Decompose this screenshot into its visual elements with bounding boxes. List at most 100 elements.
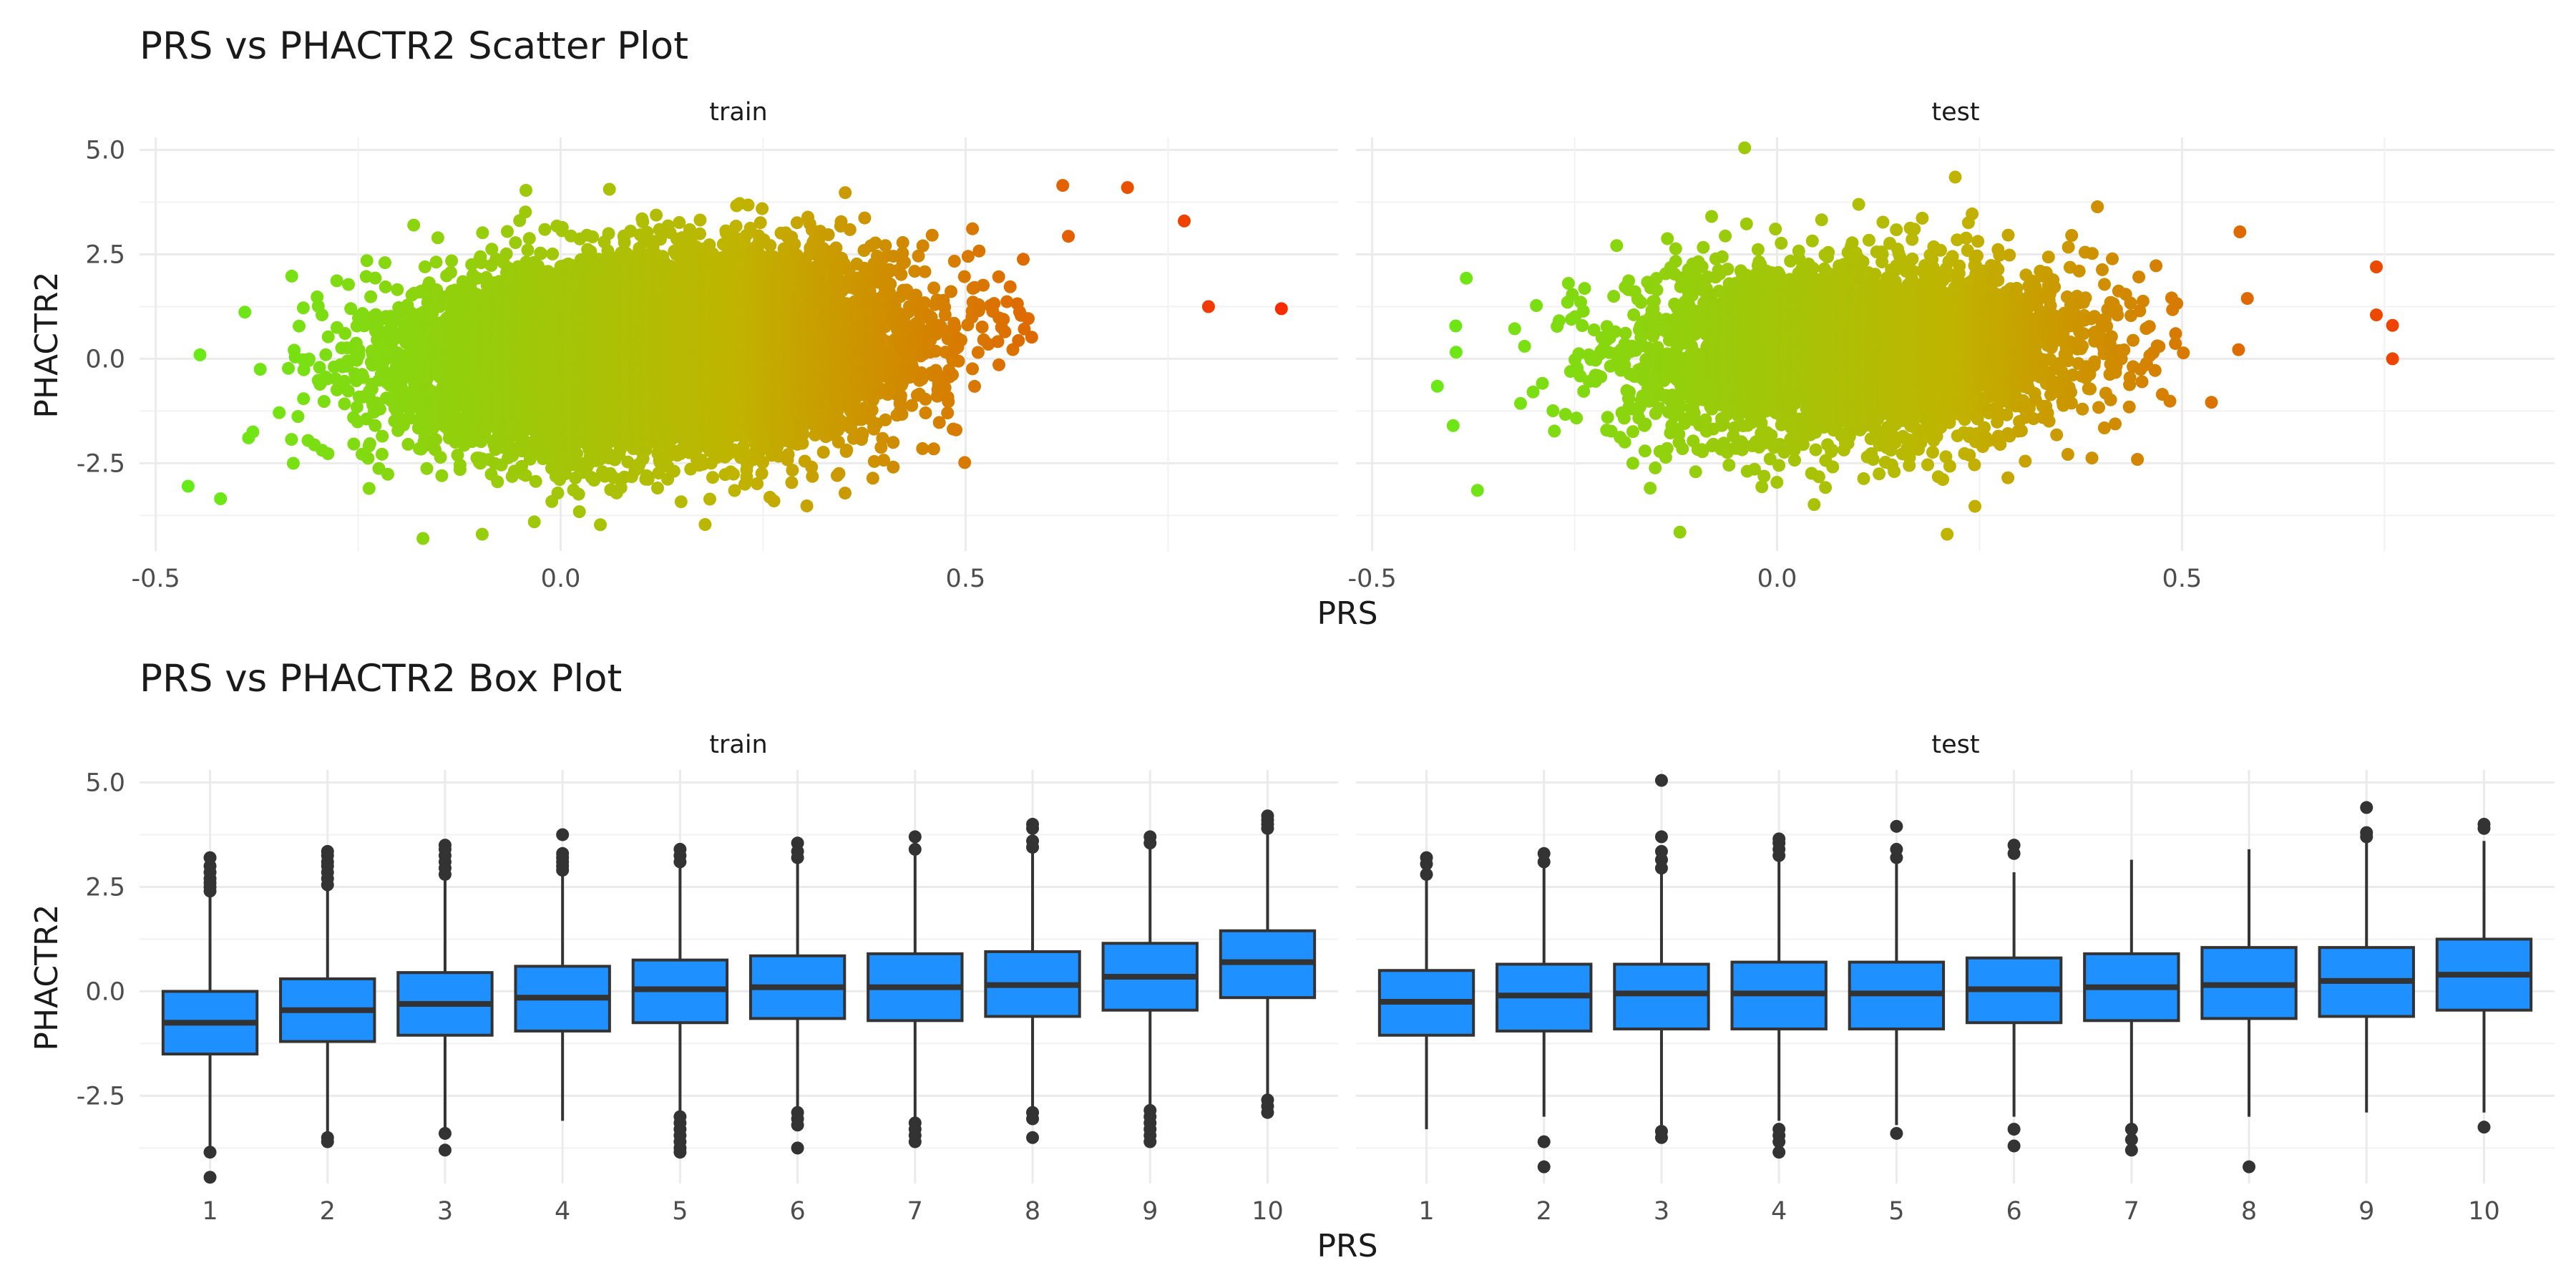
scatter-point [362, 482, 376, 495]
y-tick-label: 5.0 [85, 137, 125, 165]
scatter-point [444, 265, 457, 279]
scatter-point [253, 363, 267, 376]
scatter-point [499, 247, 513, 260]
scatter-point [519, 184, 532, 197]
scatter-point [285, 269, 298, 283]
y-tick-label: 0.0 [85, 345, 125, 374]
scatter-point [546, 247, 560, 260]
scatter-point [344, 302, 358, 316]
scatter-point [246, 425, 260, 439]
scatter-point [341, 384, 355, 398]
scatter-point [551, 487, 565, 499]
scatter-point [379, 256, 391, 270]
scatter-point [365, 382, 379, 396]
scatter-point [369, 419, 382, 432]
scatter-point [316, 308, 328, 322]
scatter-point [338, 397, 351, 411]
scatter-point [364, 290, 378, 303]
box-strip-train: train [709, 731, 767, 759]
scatter-point [341, 354, 354, 368]
scatter-point [476, 226, 489, 240]
scatter-point [529, 474, 542, 488]
scatter-point [594, 518, 607, 532]
scatter-point [369, 271, 382, 285]
scatter-point [376, 429, 389, 443]
scatter-point [297, 392, 311, 406]
scatter-point [360, 254, 374, 268]
scatter-point [416, 532, 430, 545]
scatter-point [313, 361, 326, 374]
scatter-point [451, 449, 464, 462]
scatter-panel-train: -0.5 0.0 0.5 -2.5 0.0 2.5 5.0 [77, 137, 1338, 593]
scatter-point [445, 254, 459, 268]
scatter-point [429, 433, 442, 447]
scatter-point [330, 383, 343, 396]
scatter-strip-test: test [1931, 98, 1979, 127]
box-strip-test: test [1931, 731, 1979, 759]
scatter-point [193, 348, 207, 361]
scatter-point [474, 256, 488, 270]
scatter-point [586, 230, 600, 243]
scatter-point [391, 283, 404, 296]
scatter-point [303, 352, 316, 366]
scatter-point [420, 462, 434, 475]
scatter-point [381, 467, 394, 481]
scatter-strip-train: train [709, 98, 767, 127]
scatter-point [338, 327, 352, 340]
scatter-point [321, 330, 335, 343]
scatter-point [181, 479, 195, 493]
scatter-point [519, 205, 532, 219]
box-title: PRS vs PHACTR2 Box Plot [140, 657, 622, 701]
scatter-point [373, 402, 386, 416]
y-tick-label: -2.5 [77, 449, 125, 478]
y-tick-label: 2.5 [85, 240, 125, 269]
scatter-point [509, 236, 522, 250]
x-tick-label: 0.0 [541, 565, 581, 593]
scatter-point [338, 374, 351, 388]
scatter-point [321, 447, 335, 460]
scatter-point [429, 255, 443, 269]
scatter-point [535, 247, 548, 260]
scatter-point [407, 218, 421, 232]
scatter-point [273, 406, 286, 419]
scatter-point [475, 527, 489, 541]
scatter-point [285, 433, 298, 447]
scatter-point [347, 437, 361, 451]
scatter-title: PRS vs PHACTR2 Scatter Plot [140, 24, 688, 68]
scatter-point [361, 452, 375, 465]
scatter-point [319, 348, 333, 361]
scatter-point [350, 400, 364, 414]
scatter-point [538, 223, 552, 236]
scatter-point [342, 278, 355, 291]
scatter-point [282, 361, 295, 375]
scatter-point [296, 301, 310, 315]
scatter-point [214, 492, 228, 505]
scatter-point [521, 243, 535, 257]
scatter-point [527, 515, 541, 529]
scatter-point [286, 457, 300, 470]
scatter-point [379, 280, 392, 293]
x-tick-label: -0.5 [131, 565, 180, 593]
scatter-point [352, 348, 366, 361]
scatter-point [602, 227, 615, 240]
x-tick-label: 0.5 [946, 565, 986, 593]
scatter-point [330, 274, 343, 288]
scatter-point [401, 437, 415, 451]
scatter-point [602, 182, 616, 196]
scatter-point [418, 260, 431, 273]
scatter-point [572, 487, 585, 501]
scatter-point [434, 451, 447, 464]
scatter-point [435, 469, 449, 482]
scatter-point [522, 232, 536, 245]
scatter-point [238, 306, 252, 319]
scatter-point [501, 225, 514, 238]
scatter-point [375, 447, 389, 461]
scatter-point [291, 410, 305, 423]
scatter-point [317, 395, 331, 408]
scatter-point [572, 505, 586, 519]
scatter-point [293, 319, 306, 333]
scatter-point [453, 458, 467, 472]
scatter-point [491, 475, 504, 489]
scatter-point [363, 437, 376, 451]
